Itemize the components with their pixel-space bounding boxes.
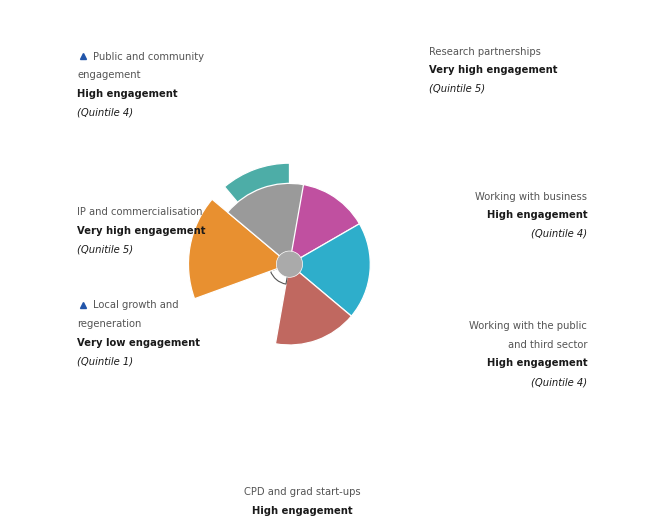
Wedge shape <box>271 264 289 284</box>
Text: (Quintile 5): (Quintile 5) <box>430 84 486 94</box>
Circle shape <box>276 251 303 277</box>
Wedge shape <box>225 163 289 264</box>
Wedge shape <box>289 183 360 264</box>
Text: IP and commercialisation: IP and commercialisation <box>77 207 203 217</box>
Wedge shape <box>275 264 352 345</box>
Wedge shape <box>289 224 370 316</box>
Text: High engagement: High engagement <box>487 358 588 368</box>
Text: Working with business: Working with business <box>476 192 588 202</box>
Text: (Qunitile 5): (Qunitile 5) <box>77 244 133 254</box>
Text: engagement: engagement <box>77 70 141 80</box>
Text: Public and community: Public and community <box>93 52 203 62</box>
Text: CPD and grad start-ups: CPD and grad start-ups <box>244 487 361 497</box>
Wedge shape <box>189 199 289 299</box>
Text: (Quintile 4): (Quintile 4) <box>531 229 588 239</box>
Text: High engagement: High engagement <box>77 89 177 99</box>
Text: Very low engagement: Very low engagement <box>77 338 200 348</box>
Text: and third sector: and third sector <box>508 340 588 350</box>
Text: Local growth and: Local growth and <box>93 300 178 310</box>
Text: Research partnerships: Research partnerships <box>430 47 541 56</box>
Text: (Quintile 1): (Quintile 1) <box>77 356 133 366</box>
Text: (Quintile 4): (Quintile 4) <box>77 108 133 118</box>
Wedge shape <box>227 183 303 264</box>
Text: regeneration: regeneration <box>77 319 141 329</box>
Text: Very high engagement: Very high engagement <box>430 65 558 75</box>
Text: Working with the public: Working with the public <box>470 321 588 331</box>
Text: Very high engagement: Very high engagement <box>77 226 205 236</box>
Text: High engagement: High engagement <box>252 506 353 515</box>
Text: (Quintile 4): (Quintile 4) <box>531 377 588 387</box>
Text: High engagement: High engagement <box>487 210 588 220</box>
